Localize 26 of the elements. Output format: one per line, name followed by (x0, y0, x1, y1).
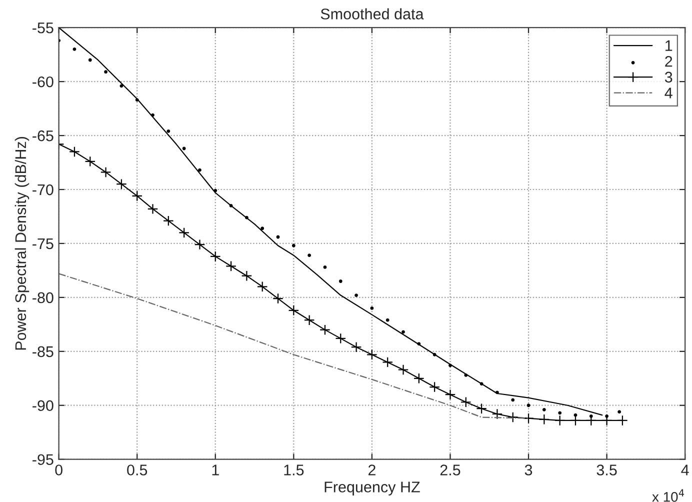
y-tick-label: -75 (32, 238, 54, 250)
legend-label: 2 (665, 56, 672, 67)
x-tick-label: 1 (212, 464, 219, 476)
y-tick-label: -95 (32, 454, 54, 466)
y-tick-label: -65 (32, 130, 54, 142)
y-tick-label: -55 (32, 22, 54, 34)
y-tick-label: -60 (32, 76, 54, 88)
x-tick-label: 0 (55, 464, 62, 476)
x-tick-label: 1.5 (284, 464, 304, 476)
x-tick-label: 2 (368, 464, 376, 476)
y-tick-label: -90 (32, 400, 54, 412)
chart-title: Smoothed data (320, 8, 424, 20)
y-tick-label: -70 (32, 184, 54, 196)
y-axis-title: Power Spectral Density (dB/Hz) (14, 137, 30, 350)
x-tick-label: 2.5 (440, 464, 460, 476)
y-tick-label: -80 (32, 292, 54, 304)
legend-label: 3 (664, 72, 672, 83)
x-tick-label: 3.5 (596, 464, 617, 476)
text: x 10$^{4}$ (652, 489, 684, 502)
x-axis-title: Frequency HZ (324, 482, 420, 496)
x-tick-label: 3 (524, 464, 532, 476)
x-tick-label: 0.5 (127, 464, 148, 476)
x-tick-label: 4 (681, 464, 689, 476)
legend-label: 4 (664, 88, 672, 98)
legend-label: 1 (666, 40, 672, 51)
y-tick-label: -85 (32, 346, 54, 358)
